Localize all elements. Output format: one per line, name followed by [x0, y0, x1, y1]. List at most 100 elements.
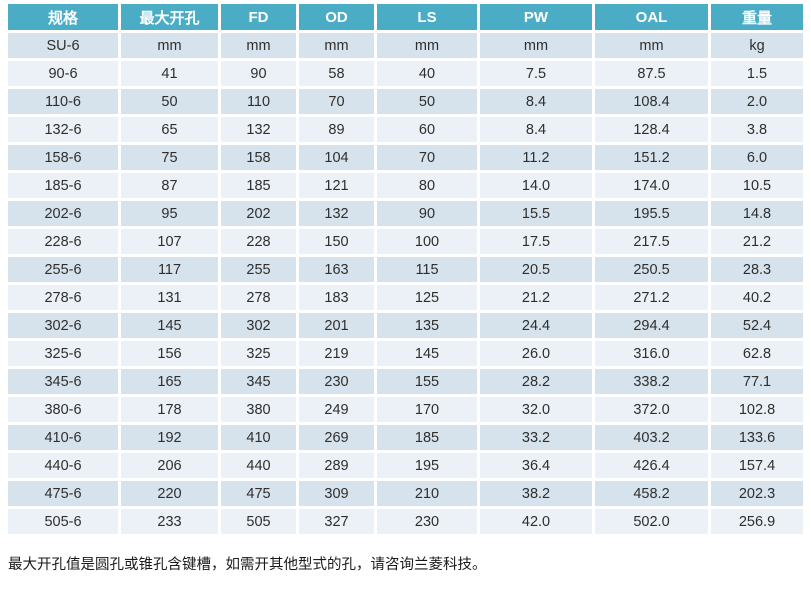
- table-cell: 41: [121, 61, 218, 86]
- table-cell: 316.0: [595, 341, 708, 366]
- table-cell: 10.5: [711, 173, 803, 198]
- table-cell: 26.0: [480, 341, 592, 366]
- table-cell: 80: [377, 173, 477, 198]
- table-cell: 195: [377, 453, 477, 478]
- table-cell: 151.2: [595, 145, 708, 170]
- table-cell: 50: [377, 89, 477, 114]
- col-header-oal: OAL: [595, 4, 708, 30]
- table-cell: 87: [121, 173, 218, 198]
- table-row: 90-6 41 90 58 40 7.5 87.5 1.5: [8, 61, 803, 86]
- table-cell: 426.4: [595, 453, 708, 478]
- table-cell: 145: [121, 313, 218, 338]
- table-cell: 110: [221, 89, 296, 114]
- table-cell: 145: [377, 341, 477, 366]
- table-cell: 2.0: [711, 89, 803, 114]
- table-cell: 24.4: [480, 313, 592, 338]
- table-cell: 380-6: [8, 397, 118, 422]
- col-header-max-bore: 最大开孔: [121, 4, 218, 30]
- units-row: SU-6 mm mm mm mm mm mm kg: [8, 33, 803, 58]
- table-cell: 217.5: [595, 229, 708, 254]
- table-cell: 21.2: [711, 229, 803, 254]
- table-row: 202-6 95 202 132 90 15.5 195.5 14.8: [8, 201, 803, 226]
- table-cell: 157.4: [711, 453, 803, 478]
- table-cell: 325-6: [8, 341, 118, 366]
- header-row: 规格 最大开孔 FD OD LS PW OAL 重量: [8, 4, 803, 30]
- table-cell: 117: [121, 257, 218, 282]
- table-cell: 70: [299, 89, 374, 114]
- table-cell: 410: [221, 425, 296, 450]
- table-cell: 87.5: [595, 61, 708, 86]
- table-cell: 228: [221, 229, 296, 254]
- table-cell: 249: [299, 397, 374, 422]
- table-row: 505-6 233 505 327 230 42.0 502.0 256.9: [8, 509, 803, 534]
- table-cell: 58: [299, 61, 374, 86]
- col-header-fd: FD: [221, 4, 296, 30]
- table-cell: 192: [121, 425, 218, 450]
- table-cell: 289: [299, 453, 374, 478]
- table-cell: 475-6: [8, 481, 118, 506]
- table-cell: 345: [221, 369, 296, 394]
- table-cell: 65: [121, 117, 218, 142]
- table-row: 325-6 156 325 219 145 26.0 316.0 62.8: [8, 341, 803, 366]
- table-cell: 75: [121, 145, 218, 170]
- table-cell: 11.2: [480, 145, 592, 170]
- units-cell-oal: mm: [595, 33, 708, 58]
- units-cell-pw: mm: [480, 33, 592, 58]
- table-cell: 219: [299, 341, 374, 366]
- units-cell-od: mm: [299, 33, 374, 58]
- col-header-od: OD: [299, 4, 374, 30]
- table-cell: 102.8: [711, 397, 803, 422]
- table-cell: 90-6: [8, 61, 118, 86]
- table-cell: 158-6: [8, 145, 118, 170]
- table-cell: 133.6: [711, 425, 803, 450]
- table-cell: 28.3: [711, 257, 803, 282]
- table-row: 410-6 192 410 269 185 33.2 403.2 133.6: [8, 425, 803, 450]
- table-cell: 40: [377, 61, 477, 86]
- table-cell: 325: [221, 341, 296, 366]
- spec-table-body: SU-6 mm mm mm mm mm mm kg 90-6 41 90 58 40 7.…: [8, 33, 803, 534]
- table-cell: 77.1: [711, 369, 803, 394]
- table-cell: 255: [221, 257, 296, 282]
- table-cell: 52.4: [711, 313, 803, 338]
- table-cell: 128.4: [595, 117, 708, 142]
- table-cell: 20.5: [480, 257, 592, 282]
- table-cell: 302: [221, 313, 296, 338]
- table-cell: 50: [121, 89, 218, 114]
- catalog-page: 规格 最大开孔 FD OD LS PW OAL 重量 SU-6 mm mm mm…: [0, 1, 811, 574]
- table-cell: 32.0: [480, 397, 592, 422]
- table-cell: 135: [377, 313, 477, 338]
- table-cell: 233: [121, 509, 218, 534]
- col-header-spec: 规格: [8, 4, 118, 30]
- table-cell: 210: [377, 481, 477, 506]
- table-cell: 110-6: [8, 89, 118, 114]
- table-cell: 42.0: [480, 509, 592, 534]
- footnote: 最大开孔值是圆孔或锥孔含键槽，如需开其他型式的孔，请咨询兰菱科技。: [8, 557, 487, 573]
- table-cell: 7.5: [480, 61, 592, 86]
- table-cell: 70: [377, 145, 477, 170]
- table-row: 278-6 131 278 183 125 21.2 271.2 40.2: [8, 285, 803, 310]
- table-cell: 108.4: [595, 89, 708, 114]
- table-cell: 121: [299, 173, 374, 198]
- units-cell-spec: SU-6: [8, 33, 118, 58]
- table-cell: 150: [299, 229, 374, 254]
- table-cell: 15.5: [480, 201, 592, 226]
- table-cell: 327: [299, 509, 374, 534]
- table-cell: 338.2: [595, 369, 708, 394]
- table-cell: 178: [121, 397, 218, 422]
- table-cell: 185: [377, 425, 477, 450]
- table-cell: 107: [121, 229, 218, 254]
- units-cell-ls: mm: [377, 33, 477, 58]
- table-cell: 228-6: [8, 229, 118, 254]
- table-cell: 125: [377, 285, 477, 310]
- table-row: 380-6 178 380 249 170 32.0 372.0 102.8: [8, 397, 803, 422]
- table-row: 302-6 145 302 201 135 24.4 294.4 52.4: [8, 313, 803, 338]
- table-cell: 202-6: [8, 201, 118, 226]
- table-cell: 28.2: [480, 369, 592, 394]
- table-row: 228-6 107 228 150 100 17.5 217.5 21.2: [8, 229, 803, 254]
- table-cell: 502.0: [595, 509, 708, 534]
- table-cell: 14.8: [711, 201, 803, 226]
- units-cell-weight: kg: [711, 33, 803, 58]
- table-cell: 309: [299, 481, 374, 506]
- table-cell: 271.2: [595, 285, 708, 310]
- table-cell: 505: [221, 509, 296, 534]
